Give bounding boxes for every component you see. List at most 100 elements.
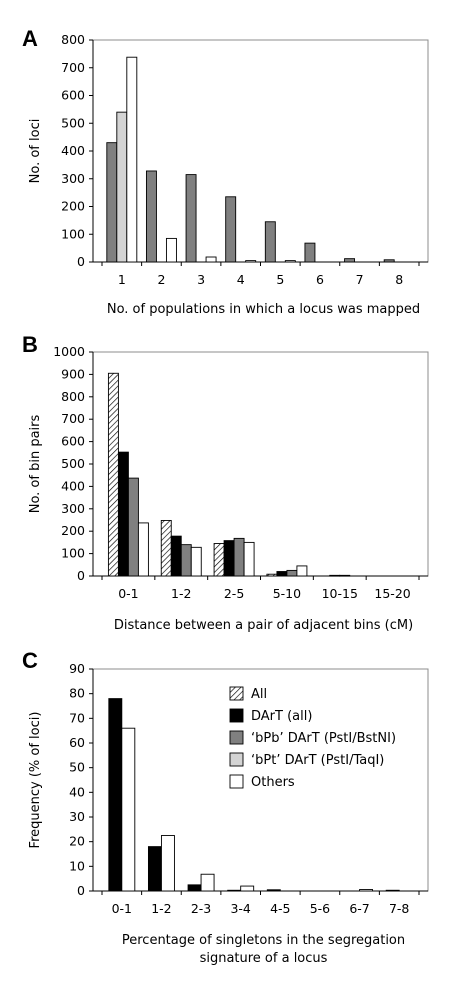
chart-b: 0 100 200 300 400 500 600 700 800 900 1000 0-1 1-2 2-… [28, 344, 429, 633]
y-tick-label: 500 [61, 115, 85, 130]
y-tick-label: 0 [77, 568, 85, 583]
bar-series-2 [223, 540, 235, 577]
y-tick-label: 200 [61, 199, 85, 214]
y-tick-label: 400 [61, 478, 85, 493]
bar-series-1 [213, 543, 225, 577]
x-axis-label: No. of populations in which a locus was … [107, 302, 420, 317]
bar-series-2 [359, 889, 374, 892]
y-axis-label: No. of bin pairs [28, 414, 43, 513]
x-tick-label: 1 [118, 272, 126, 287]
x-tick-label: 2-3 [191, 901, 211, 916]
bar-series-3 [339, 574, 351, 577]
x-tick-label: 10-15 [322, 586, 358, 601]
y-tick-label: 400 [61, 143, 85, 158]
y-tick-label: 500 [61, 456, 85, 471]
x-tick-label: 4-5 [270, 901, 290, 916]
bar-series-2 [116, 111, 128, 263]
x-tick-label: 3 [197, 272, 205, 287]
x-tick-label: 2-5 [224, 586, 244, 601]
y-tick-label: 100 [61, 226, 85, 241]
x-tick-label: 5-10 [273, 586, 301, 601]
legend-swatch [229, 730, 244, 745]
x-tick-label: 4 [237, 272, 245, 287]
bar-series-3 [245, 260, 257, 263]
bar-series-1 [107, 372, 119, 577]
bar-series-2 [329, 574, 341, 577]
y-tick-label: 700 [61, 411, 85, 426]
bar-series-1 [385, 889, 400, 892]
bar-series-1 [160, 519, 172, 577]
legend-label: All [251, 687, 267, 702]
x-tick-label: 5 [276, 272, 284, 287]
bar-series-1 [383, 259, 395, 263]
y-tick-label: 1000 [53, 344, 85, 359]
y-axis-label: No. of loci [28, 119, 43, 184]
bar-series-1 [344, 258, 356, 263]
y-tick-label: 60 [69, 735, 85, 750]
x-tick-label: 7 [356, 272, 364, 287]
x-tick-label: 2 [157, 272, 165, 287]
bar-series-1 [266, 573, 278, 577]
x-axis-label: signature of a locus [200, 951, 328, 966]
bar-series-3 [126, 56, 138, 263]
y-tick-label: 300 [61, 501, 85, 516]
bar-series-3 [286, 569, 298, 577]
legend-label: ‘bPt’ DArT (PstI/TaqI) [251, 753, 384, 768]
bar-series-1 [106, 142, 118, 263]
y-tick-label: 200 [61, 523, 85, 538]
x-tick-label: 6 [316, 272, 324, 287]
x-tick-label: 5-6 [310, 901, 330, 916]
y-tick-label: 600 [61, 434, 85, 449]
y-tick-label: 50 [69, 760, 85, 775]
panel-c-letter: C [22, 648, 38, 673]
y-tick-label: 800 [61, 32, 85, 47]
y-tick-label: 90 [69, 661, 85, 676]
y-tick-label: 40 [69, 784, 85, 799]
panel-a-letter: A [22, 26, 38, 51]
bar-series-3 [284, 260, 296, 263]
y-tick-label: 300 [61, 171, 85, 186]
bar-series-2 [170, 535, 182, 577]
y-tick-label: 30 [69, 809, 85, 824]
bar-series-4 [190, 546, 202, 577]
x-tick-label: 0-1 [118, 586, 138, 601]
y-tick-label: 20 [69, 834, 85, 849]
bar-series-1 [264, 221, 276, 263]
y-tick-label: 0 [77, 254, 85, 269]
x-axis-label: Percentage of singletons in the segregat… [122, 933, 405, 948]
bar-series-4 [243, 541, 255, 577]
y-tick-label: 10 [69, 858, 85, 873]
chart-a: 0 100 200 300 400 500 600 700 800 1 2 3 4 5 6 7 8 No. of … [28, 32, 429, 317]
x-tick-label: 8 [395, 272, 403, 287]
bar-series-1 [304, 242, 316, 263]
legend-swatch [229, 686, 244, 701]
x-tick-label: 7-8 [389, 901, 409, 916]
bar-series-1 [145, 170, 157, 263]
legend-swatch [229, 708, 244, 723]
bar-series-1 [225, 196, 237, 263]
y-tick-label: 800 [61, 389, 85, 404]
bar-series-1 [108, 698, 123, 892]
bar-series-3 [205, 256, 217, 263]
bar-series-4 [296, 565, 308, 577]
bar-series-2 [276, 571, 288, 577]
x-tick-label: 1-2 [151, 901, 171, 916]
bar-series-3 [233, 537, 245, 577]
bar-series-4 [137, 522, 149, 577]
y-tick-label: 0 [77, 883, 85, 898]
bar-series-3 [165, 237, 177, 263]
bar-series-2 [160, 835, 175, 892]
chart-c: 0 10 20 30 40 50 60 70 80 90 0-1 1-2 2-3 3-4 4-5 5-6 6-7… [28, 661, 429, 966]
y-tick-label: 70 [69, 710, 85, 725]
y-tick-label: 80 [69, 686, 85, 701]
bar-series-2 [240, 885, 255, 892]
bar-series-1 [185, 174, 197, 263]
y-tick-label: 900 [61, 366, 85, 381]
y-tick-label: 700 [61, 60, 85, 75]
x-tick-label: 1-2 [171, 586, 191, 601]
x-axis-label: Distance between a pair of adjacent bins… [114, 618, 413, 633]
x-tick-label: 6-7 [349, 901, 369, 916]
bar-series-3 [127, 477, 139, 577]
y-tick-label: 600 [61, 88, 85, 103]
